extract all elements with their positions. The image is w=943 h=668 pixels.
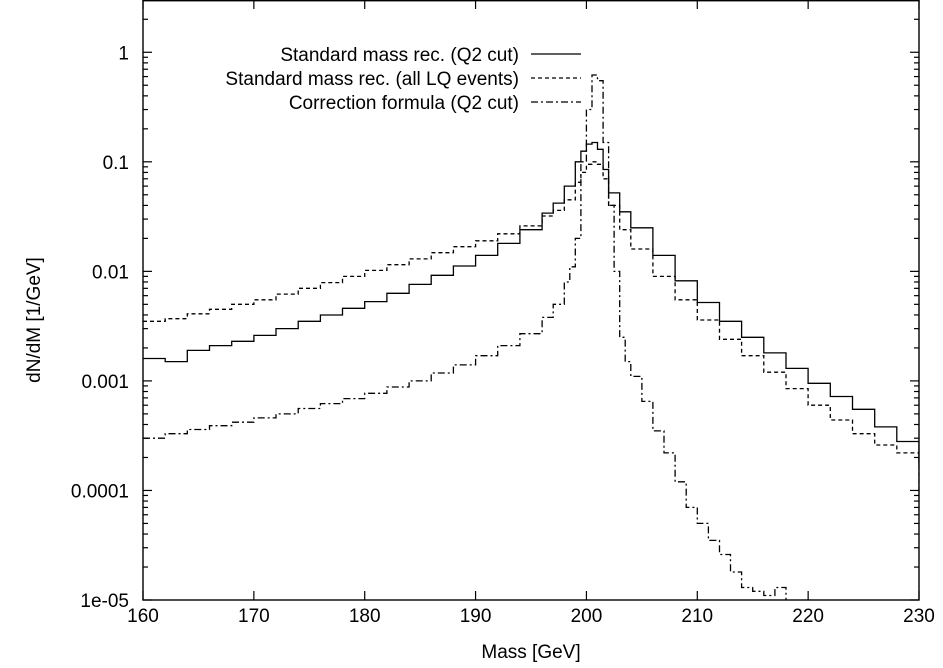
plot-frame <box>142 0 920 601</box>
x-tick-label: 190 <box>460 606 492 627</box>
x-tick-label: 160 <box>127 606 159 627</box>
legend-label: Standard mass rec. (all LQ events) <box>225 69 519 90</box>
y-tick-label: 1 <box>118 43 129 64</box>
x-tick-label: 220 <box>792 606 824 627</box>
y-axis-label: dN/dM [1/GeV] <box>24 257 45 383</box>
legend-label: Correction formula (Q2 cut) <box>289 93 519 114</box>
y-tick-label: 1e-05 <box>80 591 129 612</box>
plot-marks <box>143 74 919 600</box>
x-tick-label: 180 <box>349 606 381 627</box>
series-line-1 <box>143 141 919 466</box>
y-tick-label: 0.1 <box>103 153 129 174</box>
x-tick-label: 170 <box>238 606 270 627</box>
y-axis-ticks: 1e-05 0.0001 0.001 0.01 0.1 1 <box>71 18 919 612</box>
x-axis-ticks: 160 170 180 190 200 210 220 230 <box>127 0 935 627</box>
series-line-2 <box>143 161 919 491</box>
legend: Standard mass rec. (Q2 cut) Standard mass… <box>225 45 581 114</box>
y-tick-label: 0.01 <box>92 262 129 283</box>
x-tick-label: 210 <box>681 606 713 627</box>
y-tick-label: 0.001 <box>81 372 129 393</box>
x-axis-label: Mass [GeV] <box>481 642 580 663</box>
axes: 160 170 180 190 200 210 220 230 1e-05 0.0001 0.00… <box>24 0 935 663</box>
legend-label: Standard mass rec. (Q2 cut) <box>280 45 519 66</box>
series-line-3 <box>143 74 787 600</box>
y-tick-label: 0.0001 <box>71 481 129 502</box>
x-tick-label: 230 <box>903 606 935 627</box>
x-tick-label: 200 <box>571 606 603 627</box>
